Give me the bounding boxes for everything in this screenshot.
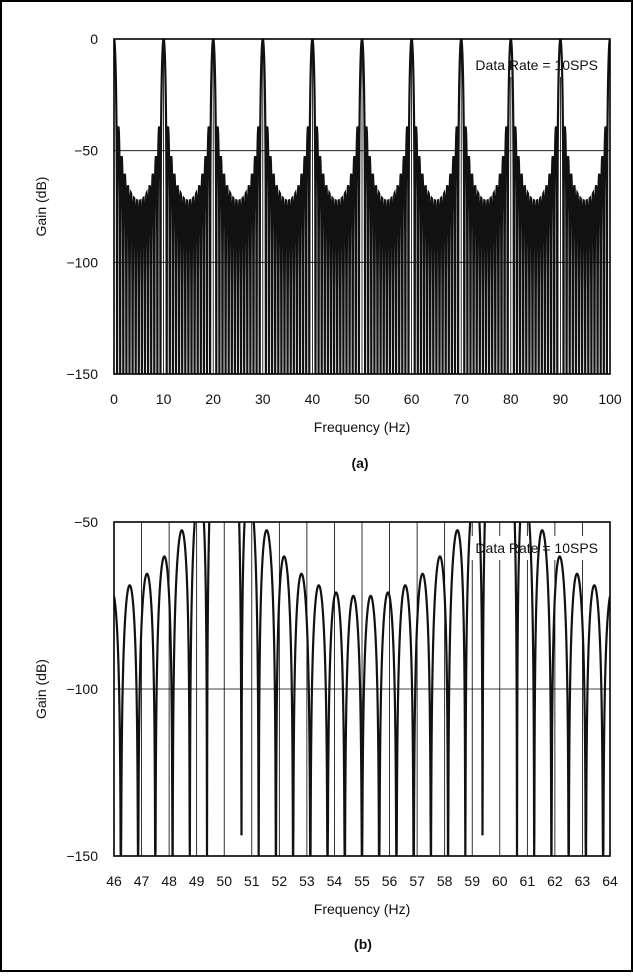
chart-a-x-tick-label: 80 [503, 391, 519, 407]
chart-a-y-tick-label: 0 [90, 31, 98, 47]
chart-b-y-tick-label: −100 [66, 681, 98, 697]
chart-b-y-tick-label: −50 [74, 514, 98, 530]
chart-b-annotation: Data Rate = 10SPS [475, 540, 598, 556]
chart-a-y-tick-label: −150 [66, 366, 98, 382]
chart-b-y-tick-label: −150 [66, 848, 98, 864]
chart-b-x-tick-label: 51 [244, 873, 260, 889]
chart-b-x-tick-label: 47 [134, 873, 150, 889]
chart-a-x-tick-label: 70 [453, 391, 469, 407]
chart-a-x-tick-label: 20 [205, 391, 221, 407]
chart-b-x-tick-label: 55 [354, 873, 370, 889]
chart-a-series-line [114, 39, 610, 374]
chart-b-x-tick-label: 46 [106, 873, 122, 889]
chart-b-x-tick-label: 54 [327, 873, 343, 889]
chart-b-x-tick-label: 49 [189, 873, 205, 889]
chart-b-x-tick-label: 63 [575, 873, 591, 889]
chart-a-x-tick-label: 50 [354, 391, 370, 407]
chart-a: Data Rate = 10SPS 0 10 20 30 40 50 60 70 80 90 100 0… [33, 31, 622, 435]
chart-b-caption: (b) [354, 936, 372, 952]
chart-a-x-tick-label: 100 [598, 391, 622, 407]
chart-a-x-tick-label: 30 [255, 391, 271, 407]
chart-b-x-tick-label: 53 [299, 873, 315, 889]
chart-a-annotation-bg [467, 53, 606, 77]
chart-a-x-axis-label: Frequency (Hz) [314, 419, 410, 435]
chart-a-y-axis-label: Gain (dB) [33, 177, 49, 237]
chart-a-annotation: Data Rate = 10SPS [475, 57, 598, 73]
chart-b: Data Rate = 10SPS 46 47 48 49 50 51 52 53 54 55 56 5… [33, 514, 618, 917]
chart-b-x-axis-label: Frequency (Hz) [314, 901, 410, 917]
chart-b-x-tick-label: 56 [382, 873, 398, 889]
chart-a-x-tick-label: 60 [404, 391, 420, 407]
chart-a-plot-border [113, 38, 611, 375]
chart-b-x-tick-label: 59 [464, 873, 480, 889]
chart-a-x-tick-label: 40 [305, 391, 321, 407]
chart-b-x-tick-label: 64 [602, 873, 618, 889]
chart-a-x-tick-label: 0 [110, 391, 118, 407]
chart-b-x-tick-label: 61 [520, 873, 536, 889]
chart-b-x-tick-label: 48 [161, 873, 177, 889]
chart-b-x-tick-label: 62 [547, 873, 563, 889]
chart-b-annotation-bg [467, 536, 606, 560]
chart-b-x-tick-label: 50 [216, 873, 232, 889]
chart-b-x-tick-label: 58 [437, 873, 453, 889]
chart-a-caption: (a) [351, 455, 368, 471]
chart-a-x-tick-label: 90 [553, 391, 569, 407]
chart-b-x-tick-label: 57 [409, 873, 425, 889]
chart-a-y-tick-label: −50 [74, 143, 98, 159]
chart-b-y-axis-label: Gain (dB) [33, 659, 49, 719]
chart-b-x-tick-label: 60 [492, 873, 508, 889]
chart-b-plot-border [113, 521, 611, 857]
chart-a-x-tick-label: 10 [156, 391, 172, 407]
chart-a-y-tick-label: −100 [66, 254, 98, 270]
chart-b-x-tick-label: 52 [272, 873, 288, 889]
